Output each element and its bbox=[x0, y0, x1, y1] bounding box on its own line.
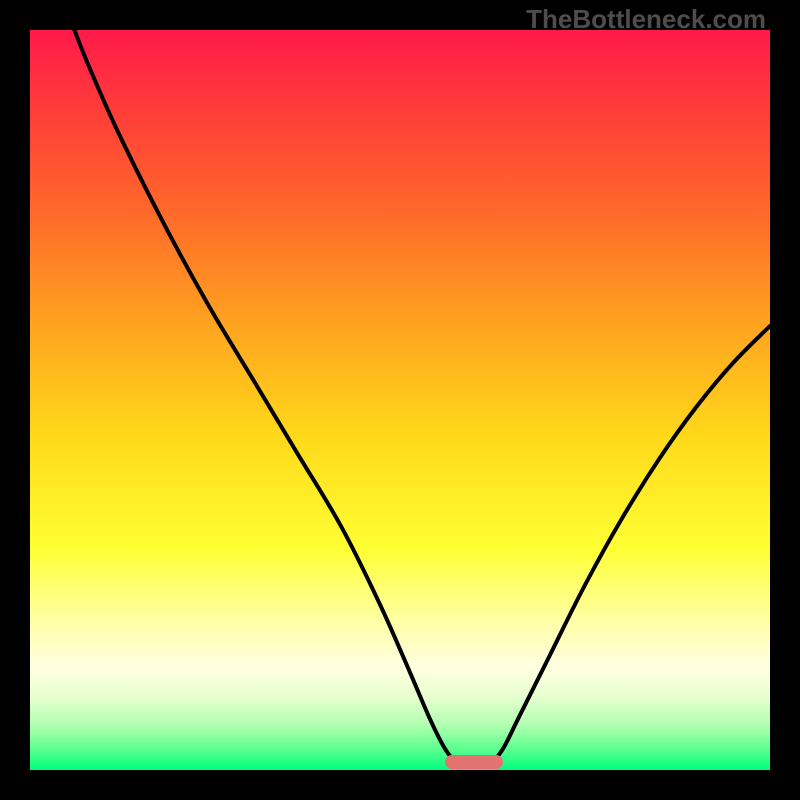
watermark-text: TheBottleneck.com bbox=[526, 4, 766, 35]
plot-area bbox=[30, 30, 770, 770]
bottleneck-curve bbox=[30, 30, 770, 770]
optimal-marker bbox=[445, 755, 503, 769]
chart-frame: TheBottleneck.com bbox=[0, 0, 800, 800]
